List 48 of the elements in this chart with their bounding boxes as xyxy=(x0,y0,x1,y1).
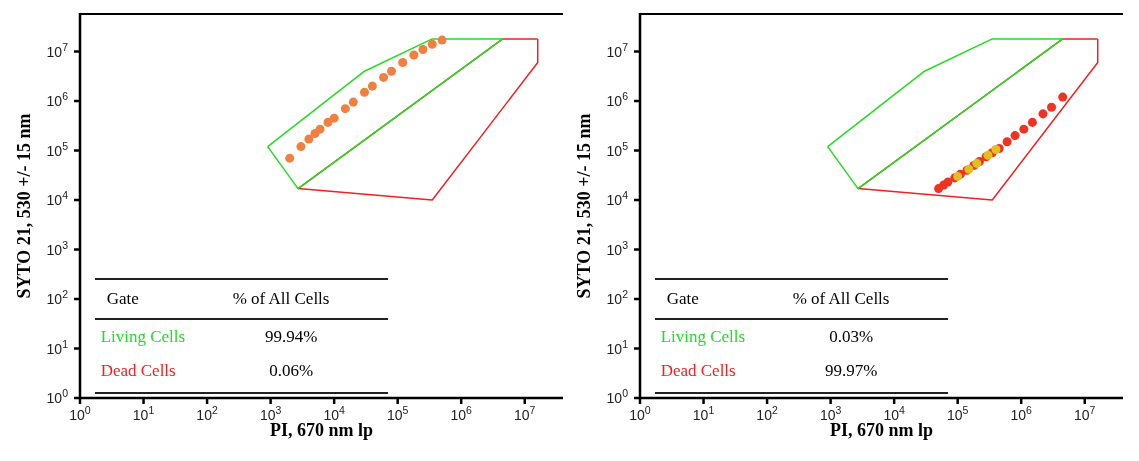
y-tick-label: 10$^{0}$ xyxy=(46,387,69,406)
annotation: Gate xyxy=(105,289,140,309)
y-tick-label: 10$^{2}$ xyxy=(46,288,69,307)
annotation: % of All Cells xyxy=(791,289,891,309)
x-tick-label: 10$^{4}$ xyxy=(323,404,346,423)
x-tick-label: 10$^{2}$ xyxy=(196,404,218,423)
y-tick-label: 10$^{1}$ xyxy=(606,337,629,357)
x-tick-label: 10$^{6}$ xyxy=(450,404,473,423)
y-tick-label: 10$^{7}$ xyxy=(606,40,629,60)
x-tick-label: 10$^{6}$ xyxy=(1010,404,1033,423)
x-tick-label: 10$^{1}$ xyxy=(692,404,715,423)
annotation: 99.94% xyxy=(263,327,319,347)
x-axis-title: PI, 670 nm lp xyxy=(829,420,934,440)
y-tick-label: 10$^{5}$ xyxy=(46,139,69,159)
x-tick-label: 10$^{2}$ xyxy=(756,404,778,423)
x-tick-label: 10$^{1}$ xyxy=(132,404,155,423)
x-tick-label: 10$^{0}$ xyxy=(629,404,651,423)
x-tick-label: 10$^{5}$ xyxy=(386,404,409,423)
x-tick-label: 10$^{3}$ xyxy=(819,404,842,423)
y-tick-label: 10$^{4}$ xyxy=(606,189,629,209)
y-tick-label: 10$^{6}$ xyxy=(46,90,69,110)
y-tick-label: 10$^{4}$ xyxy=(46,189,69,209)
x-axis-title: PI, 670 nm lp xyxy=(269,420,374,440)
text: Dead Cells xyxy=(659,361,737,381)
y-axis-title: SYTO 21, 530 +/- 15 nm xyxy=(13,113,35,298)
x-tick-label: 10$^{0}$ xyxy=(69,404,91,423)
x-tick-label: 10$^{4}$ xyxy=(883,404,906,423)
text: Living Cells xyxy=(659,327,747,347)
x-tick-label: 10$^{5}$ xyxy=(946,404,969,423)
x-tick-label: 10$^{3}$ xyxy=(259,404,282,423)
x-tick-label: 10$^{7}$ xyxy=(1074,404,1096,423)
text: Dead Cells xyxy=(99,361,177,381)
y-tick-label: 10$^{3}$ xyxy=(606,238,629,258)
y-tick-label: 10$^{0}$ xyxy=(606,387,629,406)
y-tick-label: 10$^{5}$ xyxy=(606,139,629,159)
y-tick-label: 10$^{1}$ xyxy=(46,337,69,357)
y-tick-label: 10$^{2}$ xyxy=(606,288,629,307)
y-axis-title: SYTO 21, 530 +/- 15 nm xyxy=(573,113,595,298)
annotation: Gate xyxy=(665,289,700,309)
annotation: 0.06% xyxy=(268,361,315,381)
y-tick-label: 10$^{7}$ xyxy=(46,40,69,60)
y-tick-label: 10$^{3}$ xyxy=(46,238,69,258)
text: Living Cells xyxy=(99,327,187,347)
y-tick-label: 10$^{6}$ xyxy=(606,90,629,110)
annotation: % of All Cells xyxy=(231,289,331,309)
x-tick-label: 10$^{7}$ xyxy=(514,404,536,423)
annotation: 0.03% xyxy=(828,327,875,347)
annotation: 99.97% xyxy=(823,361,879,381)
